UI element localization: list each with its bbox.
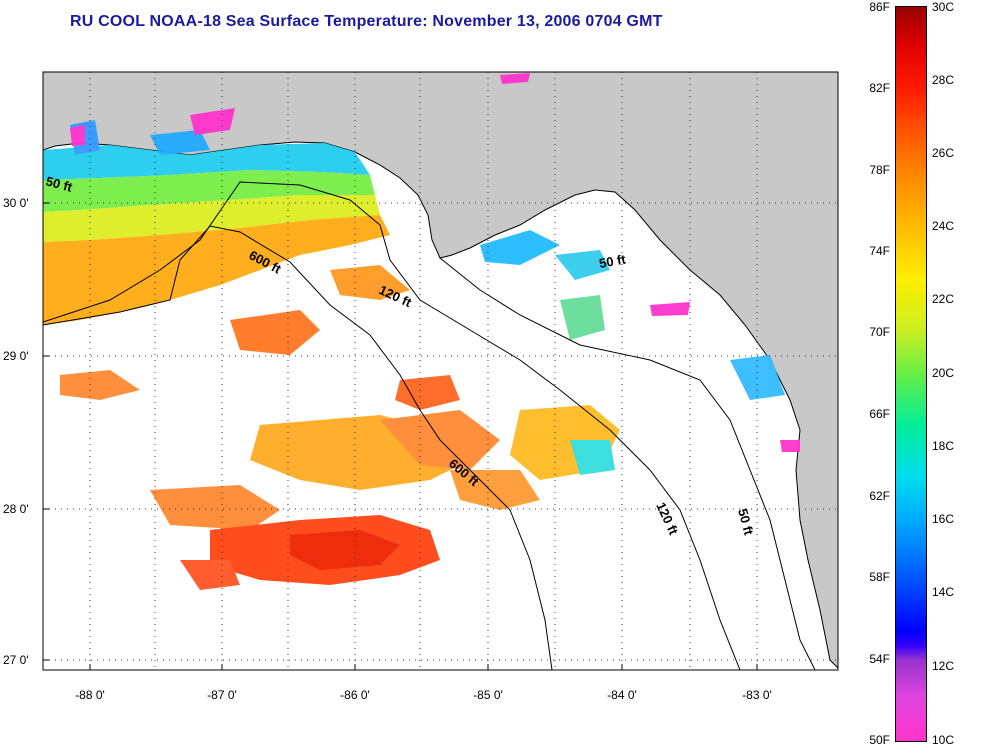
- map-title: RU COOL NOAA-18 Sea Surface Temperature:…: [70, 13, 663, 30]
- colorbar-f-86: 86F: [869, 0, 890, 14]
- contour-label-50ft-east: 50 ft: [598, 251, 628, 271]
- colorbar-c-24: 24C: [932, 219, 955, 233]
- colorbar-f-58: 58F: [869, 570, 890, 584]
- colorbar-f-66: 66F: [869, 407, 890, 421]
- contour-label-50ft-west: 50 ft: [44, 173, 74, 195]
- temperature-colorbar: [895, 6, 927, 742]
- colorbar-f-50: 50F: [869, 733, 890, 747]
- colorbar-c-28: 28C: [932, 73, 955, 87]
- lat-label-29: 29 0': [3, 349, 29, 363]
- colorbar-c-14: 14C: [932, 585, 955, 599]
- map-frame: [42, 71, 839, 671]
- lon-label-88: -88 0': [75, 688, 105, 702]
- colorbar-f-54: 54F: [869, 652, 890, 666]
- contour-label-50ft-south: 50 ft: [735, 507, 757, 537]
- colorbar-c-18: 18C: [932, 439, 955, 453]
- colorbar-f-74: 74F: [869, 244, 890, 258]
- lon-label-83: -83 0': [742, 688, 772, 702]
- colorbar-f-70: 70F: [869, 325, 890, 339]
- colorbar-c-10: 10C: [932, 733, 955, 747]
- lon-label-87: -87 0': [207, 688, 237, 702]
- lat-label-30: 30 0': [3, 196, 29, 210]
- ticks: [43, 202, 758, 670]
- colorbar-c-12: 12C: [932, 659, 955, 673]
- lat-label-28: 28 0': [3, 502, 29, 516]
- colorbar-c-22: 22C: [932, 292, 955, 306]
- colorbar-f-62: 62F: [869, 489, 890, 503]
- lon-label-85: -85 0': [473, 688, 503, 702]
- colorbar-c-30: 30C: [932, 0, 955, 14]
- lon-label-86: -86 0': [340, 688, 370, 702]
- grid: [43, 72, 838, 670]
- lat-label-27: 27 0': [3, 653, 29, 667]
- land-area: [43, 72, 838, 669]
- colorbar-c-20: 20C: [932, 366, 955, 380]
- colorbar-c-16: 16C: [932, 512, 955, 526]
- colorbar-f-78: 78F: [869, 163, 890, 177]
- colorbar-c-26: 26C: [932, 146, 955, 160]
- sst-data: [43, 73, 800, 590]
- lon-label-84: -84 0': [607, 688, 637, 702]
- colorbar-f-82: 82F: [869, 81, 890, 95]
